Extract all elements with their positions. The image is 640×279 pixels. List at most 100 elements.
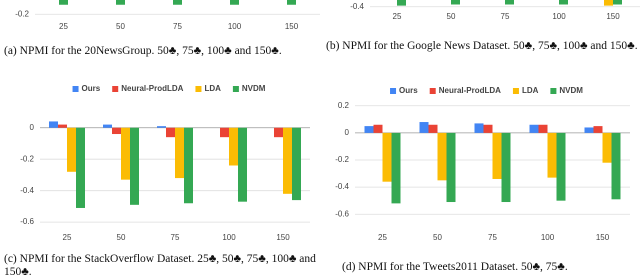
y-tick-label: 0 <box>30 123 35 132</box>
bar <box>184 127 193 204</box>
legend-swatch <box>195 86 202 92</box>
y-tick-label: -0.2 <box>335 155 349 164</box>
legend-swatch <box>112 86 119 92</box>
bar <box>397 0 406 6</box>
bar <box>58 124 67 128</box>
x-tick-label: 75 <box>501 12 510 21</box>
x-tick-label: 100 <box>222 233 236 242</box>
bar <box>556 132 566 201</box>
bar <box>505 0 514 5</box>
x-tick-label: 75 <box>173 22 182 31</box>
legend-label: Neural-ProdLDA <box>121 84 183 93</box>
legend-swatch <box>232 86 239 92</box>
x-tick-label: 25 <box>59 22 68 31</box>
bar <box>173 0 182 5</box>
legend: Ours Neural-ProdLDA LDA NVDM <box>72 84 266 93</box>
x-tick-label: 25 <box>393 12 402 21</box>
x-tick-label: 100 <box>541 233 555 242</box>
bar <box>112 127 121 135</box>
y-tick-label: 0.2 <box>338 101 350 110</box>
bar <box>451 0 460 5</box>
bar <box>419 122 429 133</box>
bar <box>238 127 247 202</box>
legend-label: LDA <box>522 86 539 95</box>
x-tick-label: 100 <box>552 12 566 21</box>
legend-swatch <box>550 88 557 94</box>
x-tick-label: 50 <box>116 22 125 31</box>
bar <box>103 124 112 128</box>
bar <box>166 127 175 138</box>
legend-swatch <box>72 86 79 92</box>
legend: Ours Neural-ProdLDA LDA NVDM <box>390 86 583 95</box>
bar <box>391 132 401 204</box>
bar <box>611 132 621 200</box>
x-tick-label: 75 <box>171 233 180 242</box>
bar <box>446 132 456 203</box>
bar <box>67 127 76 172</box>
bar <box>483 124 493 133</box>
bar <box>274 127 283 138</box>
bar <box>538 124 548 133</box>
y-tick-label: -0.6 <box>20 217 34 226</box>
bar <box>437 132 447 181</box>
bar <box>584 127 594 133</box>
x-tick-label: 25 <box>63 233 72 242</box>
chart: -0.2 25 50 75 100 150 <box>15 0 320 31</box>
legend-label: NVDM <box>559 86 583 95</box>
caption: (a) NPMI for the 20NewsGroup. 50♣, 75♣, … <box>4 45 282 57</box>
y-tick-label: 0 <box>345 128 350 137</box>
x-tick-label: 100 <box>228 22 242 31</box>
bar <box>613 0 622 5</box>
legend-label: Ours <box>399 86 418 95</box>
bar <box>593 126 603 133</box>
x-tick-label: 50 <box>117 233 126 242</box>
bar <box>529 124 539 133</box>
bar <box>474 123 484 133</box>
legend-label: Neural-ProdLDA <box>439 86 501 95</box>
x-tick-label: 50 <box>447 12 456 21</box>
bar <box>428 124 438 133</box>
caption: (d) NPMI for the Tweets2011 Dataset. 50♣… <box>342 261 568 273</box>
x-tick-label: 150 <box>606 12 620 21</box>
chart: -0.4 25 50 75 100 150 <box>350 0 640 21</box>
bar <box>602 132 612 163</box>
bar <box>220 127 229 138</box>
bar <box>501 132 511 203</box>
bar <box>547 132 557 178</box>
chart: 0 -0.2 -0.4 -0.6 25 50 75 100 150 Ours Neural-Prod… <box>20 84 310 242</box>
bar <box>175 127 184 179</box>
y-tick-label: -0.2 <box>20 154 34 163</box>
legend-label: NVDM <box>242 84 266 93</box>
caption: (c) NPMI for the StackOverflow Dataset. … <box>4 253 316 278</box>
legend-swatch <box>429 88 436 94</box>
bar <box>229 127 238 166</box>
bar <box>364 126 374 133</box>
legend-swatch <box>390 88 397 94</box>
caption: (b) NPMI for the Google News Dataset. 50… <box>326 40 638 52</box>
bar <box>382 132 392 182</box>
bar <box>157 126 166 128</box>
legend-label: Ours <box>82 84 101 93</box>
bar <box>76 127 85 208</box>
chart: 0.2 0 -0.2 -0.4 -0.6 25 50 75 100 150 Ours Neural-P… <box>335 86 630 242</box>
x-tick-label: 150 <box>596 233 610 242</box>
x-tick-label: 50 <box>433 233 442 242</box>
legend-swatch <box>512 88 519 94</box>
y-tick-label: -0.6 <box>335 209 349 218</box>
x-tick-label: 25 <box>378 233 387 242</box>
y-tick-label: -0.4 <box>335 182 349 191</box>
bar <box>283 127 292 194</box>
bar <box>604 0 613 6</box>
x-tick-label: 150 <box>285 22 299 31</box>
bar <box>121 127 130 180</box>
bar <box>230 0 239 5</box>
y-tick-label: -0.4 <box>20 186 34 195</box>
legend-label: LDA <box>204 84 221 93</box>
y-tick-label: -0.4 <box>350 2 364 11</box>
bar <box>59 0 68 5</box>
bar <box>292 127 301 201</box>
bar <box>116 0 125 5</box>
bar <box>287 0 296 5</box>
x-tick-label: 150 <box>276 233 290 242</box>
